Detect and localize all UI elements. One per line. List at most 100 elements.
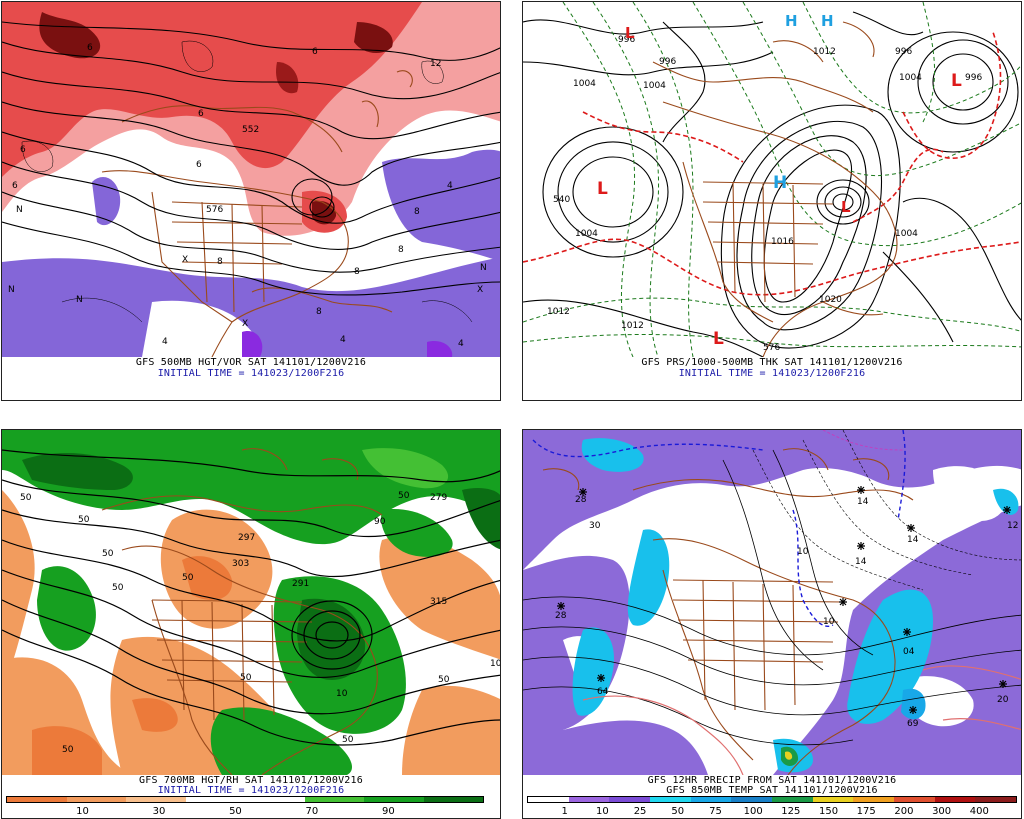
contour-label: 6 [198, 109, 204, 119]
map-symbol: N [480, 263, 487, 273]
contour-label: 1004 [895, 229, 918, 239]
colorbar-swatch [650, 797, 691, 802]
contour-label: 10 [823, 617, 835, 627]
precip-colorbar-labels: 1 10 25 50 75 100 125 150 175 200 300 400 [527, 806, 1017, 818]
colorbar-tick-label: 1 [561, 806, 568, 817]
contour-label: 8 [217, 257, 223, 267]
snow-marker-icons [557, 486, 1011, 714]
colorbar-tick-label: 50 [671, 806, 685, 817]
contour-labels: 50 50 50 303 297 291 279 315 50 50 50 10… [20, 491, 501, 755]
contour-label: 1016 [771, 237, 794, 247]
contour-label: 1020 [819, 295, 842, 305]
colorbar-tick-label: 30 [152, 806, 166, 817]
map-symbol: N [16, 205, 23, 215]
colorbar-swatch [772, 797, 813, 802]
colorbar-swatch [185, 797, 245, 802]
map-symbol: X [182, 255, 188, 265]
panel-pressure-thickness: 996 996 1004 1012 1004 1004 1012 1012 10… [522, 1, 1022, 401]
contour-label: 576 [763, 343, 780, 353]
precip-map: 28 30 28 64 14 14 14 04 69 20 12 10 10 [523, 430, 1021, 775]
contour-label: 1004 [643, 81, 666, 91]
colorbar-swatch [731, 797, 773, 802]
colorbar-swatch [423, 797, 483, 802]
contour-label: 50 [438, 675, 450, 685]
contour-label: 8 [414, 207, 420, 217]
contour-label: 6 [87, 43, 93, 53]
colorbar-tick-label: 70 [305, 806, 319, 817]
contour-label: 6 [312, 47, 318, 57]
map-symbol: N [76, 295, 83, 305]
pressure-center-symbols: X X X N N N N [8, 205, 487, 329]
vorticity-map: 6 6 12 6 6 8 8 8 8 576 552 6 4 4 4 4 8 6… [2, 2, 500, 357]
contour-label: 50 [398, 491, 410, 501]
colorbar-tick-label: 150 [818, 806, 839, 817]
contour-label: 297 [238, 533, 255, 543]
colorbar-swatch [853, 797, 895, 802]
contour-label: 291 [292, 579, 309, 589]
contour-label: 996 [965, 73, 982, 83]
colorbar-swatch [528, 797, 569, 802]
low-pressure-symbol: L [625, 24, 635, 42]
panel-caption: GFS 12HR PRECIP FROM SAT 141101/1200V216 [647, 775, 897, 786]
contour-label: 4 [458, 339, 464, 349]
contour-label: 6 [196, 160, 202, 170]
colorbar-tick-label: 25 [633, 806, 647, 817]
map-symbol: X [242, 319, 248, 329]
colorbar-swatch [126, 797, 186, 802]
contour-label: 28 [575, 495, 587, 505]
contour-label: 1012 [813, 47, 836, 57]
pressure-center-symbols: L L L L L H H H [597, 12, 962, 349]
contour-labels: 6 6 12 6 6 8 8 8 8 576 552 6 4 4 4 4 8 6 [12, 43, 464, 349]
panel-precip-850mb-temp: 28 30 28 64 14 14 14 04 69 20 12 10 10 [522, 429, 1022, 819]
contour-label: 315 [430, 597, 447, 607]
colorbar-swatch [7, 797, 67, 802]
panel-initial-time: INITIAL TIME = 141023/1200F216 [157, 785, 345, 796]
contour-label: 14 [907, 535, 919, 545]
contour-label: 8 [354, 267, 360, 277]
colorbar-swatch [690, 797, 732, 802]
panel-caption: GFS 500MB HGT/VOR SAT 141101/1200V216 [135, 357, 367, 368]
colorbar-tick-label: 10 [76, 806, 89, 817]
contour-label: 1012 [547, 307, 570, 317]
colorbar-swatch [934, 797, 976, 802]
panel-initial-time: INITIAL TIME = 141023/1200F216 [157, 368, 345, 379]
panel-caption-secondary: GFS 850MB TEMP SAT 141101/1200V216 [666, 785, 878, 796]
contour-label: 996 [659, 57, 676, 67]
low-pressure-symbol: L [713, 329, 724, 349]
high-pressure-symbol: H [773, 173, 787, 193]
colorbar-swatch [66, 797, 126, 802]
colorbar-tick-label: 100 [743, 806, 763, 817]
contour-label: 10 [490, 659, 501, 669]
contour-label: 552 [242, 125, 259, 135]
panel-700mb-hgt-rh: 50 50 50 303 297 291 279 315 50 50 50 10… [1, 429, 501, 819]
panel-caption: GFS 700MB HGT/RH SAT 141101/1200V216 [139, 775, 363, 786]
colorbar-swatch [894, 797, 935, 802]
contour-label: 50 [182, 573, 194, 583]
contour-label: 12 [430, 59, 441, 69]
contour-label: 28 [555, 611, 567, 621]
low-pressure-symbol: L [951, 71, 962, 91]
low-pressure-symbol: L [597, 179, 608, 199]
panel-initial-time: INITIAL TIME = 141023/1200F216 [678, 368, 866, 379]
contour-label: 04 [903, 647, 915, 657]
contour-label: 50 [62, 745, 74, 755]
contour-label: 8 [398, 245, 404, 255]
high-pressure-symbol: H [785, 12, 798, 30]
contour-label: 6 [12, 181, 18, 191]
colorbar-tick-label: 125 [781, 806, 801, 817]
contour-label: 30 [589, 521, 601, 531]
contour-label: 50 [112, 583, 124, 593]
contour-label: 6 [20, 145, 26, 155]
rh-colorbar-labels: 10 30 50 70 90 [6, 806, 484, 818]
contour-label: 10 [797, 547, 809, 557]
contour-label: 4 [447, 181, 453, 191]
contour-label: 1004 [573, 79, 596, 89]
colorbar-tick-label: 50 [229, 806, 242, 817]
contour-label: 50 [102, 549, 114, 559]
contour-label: 279 [430, 493, 447, 503]
colorbar-tick-label: 175 [856, 806, 876, 817]
contour-label: 4 [162, 337, 168, 347]
contour-label: 4 [340, 335, 346, 345]
colorbar-swatch [245, 797, 305, 802]
contour-label: 576 [206, 205, 223, 215]
